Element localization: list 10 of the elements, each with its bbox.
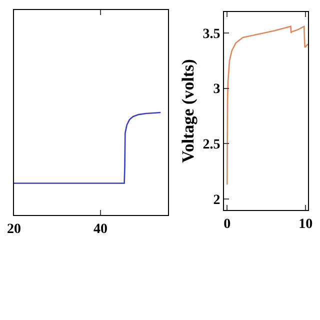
x-tick-label: 20 — [7, 222, 21, 237]
line-series — [226, 26, 308, 186]
y-tick-label: 2 — [213, 192, 220, 208]
y-tick-label: 3.5 — [202, 26, 220, 42]
x-tick-label: 40 — [94, 222, 108, 237]
y-tick-label: 3 — [213, 82, 220, 98]
y-tick-label: 2.5 — [202, 138, 220, 153]
y-axis-title: Voltage (volts) — [178, 59, 198, 163]
x-tick-label: 10 — [298, 216, 313, 232]
x-tick-label: 0 — [224, 216, 231, 232]
